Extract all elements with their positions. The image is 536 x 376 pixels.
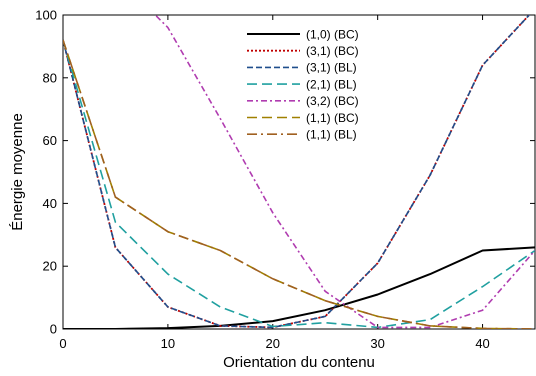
series-line-2: [63, 15, 531, 329]
legend-label: (3,1) (BL): [306, 61, 357, 75]
y-tick-label: 80: [43, 70, 57, 85]
y-tick-label: 60: [43, 133, 57, 148]
x-tick-label: 30: [370, 336, 384, 351]
y-tick-label: 0: [50, 322, 57, 337]
series-line-4: [63, 39, 535, 329]
y-axis-title: Énergie moyenne: [9, 113, 26, 231]
x-tick-label: 20: [266, 336, 280, 351]
legend-label: (1,1) (BL): [306, 128, 357, 142]
legend: (1,0) (BC) (3,1) (BC) (3,1) (BL) (2,1) (BL)…: [247, 27, 359, 142]
x-tick-label: 40: [475, 336, 489, 351]
legend-label: (3,1) (BC): [306, 44, 359, 58]
plot-frame: [62, 14, 536, 330]
series-line-5: [154, 15, 535, 329]
y-tick-label: 100: [35, 8, 57, 23]
series-line-3: [63, 15, 531, 329]
series-line-7: [63, 39, 535, 329]
series-layer: [63, 15, 535, 329]
legend-label: (2,1) (BL): [306, 77, 357, 91]
x-tick-label: 10: [161, 336, 175, 351]
axis-ticks: [62, 14, 535, 330]
series-line-1: [63, 246, 535, 329]
legend-label: (1,0) (BC): [306, 27, 359, 41]
axis-tick-labels: 0 10 20 30 40 0 20 40 60 80 100: [35, 8, 489, 352]
y-tick-label: 40: [43, 196, 57, 211]
x-tick-label: 0: [59, 336, 66, 351]
y-tick-label: 20: [43, 259, 57, 274]
x-axis-title: Orientation du contenu: [223, 354, 375, 371]
legend-label: (3,2) (BC): [306, 94, 359, 108]
legend-label: (1,1) (BC): [306, 111, 359, 125]
